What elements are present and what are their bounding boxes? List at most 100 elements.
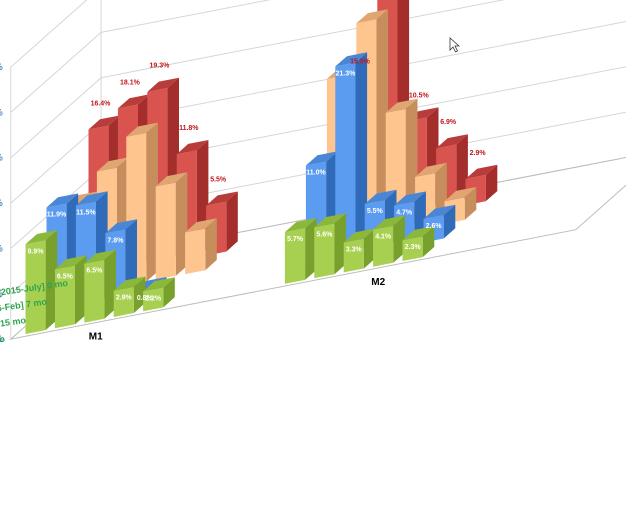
bar-side (363, 228, 376, 269)
bar-side (376, 9, 389, 238)
bar-side (393, 215, 405, 263)
bar-side (355, 52, 368, 256)
y-tick-label: 10.0% (0, 243, 3, 253)
bar-front (343, 238, 364, 273)
data-label: 7.8% (107, 237, 124, 244)
data-label: 4.1% (375, 234, 392, 241)
bar-front (143, 287, 164, 312)
mouse-cursor-icon (449, 37, 461, 53)
data-label: 21.3% (335, 70, 356, 77)
y-tick-label: 15.0% (0, 198, 3, 208)
bar-side (422, 226, 435, 258)
bar-front (25, 240, 46, 334)
data-label: 19.3% (149, 63, 170, 70)
data-label: 2.2% (145, 295, 162, 302)
data-label: 10.5% (409, 92, 430, 99)
bar-front (113, 286, 134, 317)
bar-side (163, 277, 175, 308)
depth-axis-label: [2017-Oct] 27 mo (0, 334, 6, 354)
bar-top (444, 187, 477, 202)
bar-front (185, 228, 206, 275)
bar-top (415, 162, 447, 177)
labels-layer: 16.4%18.1%19.3%11.8%5.5%15.5%29.7%10.5%6… (28, 58, 487, 302)
bar-M2-row2-col1 (335, 52, 368, 260)
y-tick-label: 0.0% (0, 334, 3, 344)
bar-side (305, 218, 317, 280)
bar-M1-row3-col0 (25, 230, 58, 334)
bar-side (443, 204, 456, 239)
bar-side (205, 218, 217, 271)
y-tick-label: 25.0% (0, 107, 3, 117)
bar-top (143, 277, 175, 292)
bar-top (84, 249, 116, 264)
gridline (10, 0, 272, 113)
bar-top (343, 228, 376, 243)
bar-top (284, 218, 317, 233)
bar-M1-row3-col4 (143, 277, 175, 312)
bar-front (284, 228, 306, 284)
gridline (10, 0, 88, 68)
bar-top (88, 115, 121, 130)
bars-layer (25, 0, 498, 334)
y-tick-label: 20.0% (0, 153, 3, 163)
bar-front (54, 265, 75, 329)
bar-top (305, 151, 338, 166)
data-label: 0.8% (137, 295, 154, 302)
bar-side (133, 276, 146, 313)
bar-top (314, 213, 347, 228)
bar-M2-row3-col3 (373, 215, 405, 267)
data-label: 3.3% (346, 247, 363, 254)
bar-M1-row1-col3 (155, 172, 188, 280)
bar-top (385, 98, 418, 113)
y-tick-label: 5.0% (0, 289, 3, 299)
bar-top (96, 157, 129, 172)
bar-top (356, 9, 389, 24)
data-label: 16.4% (91, 100, 112, 107)
bar-top (117, 94, 150, 109)
bar-top (373, 215, 405, 230)
bar-M2-row3-col0 (284, 218, 317, 284)
bar-top (113, 276, 146, 291)
data-label: 9.9% (28, 248, 45, 255)
bar-top (105, 219, 137, 234)
bar-side (104, 249, 116, 319)
bar-M1-row1-col2 (126, 122, 158, 286)
bar-side (75, 255, 87, 325)
data-label: 6.5% (57, 273, 74, 280)
bar-top (185, 218, 217, 233)
data-label: 5.5% (367, 208, 384, 215)
bar-front (314, 223, 335, 279)
data-label: 11.0% (306, 170, 326, 177)
data-label: 4.7% (396, 210, 413, 217)
bar-side (226, 191, 238, 252)
data-label: 2.6% (426, 223, 443, 230)
bar-top (176, 140, 209, 155)
data-label: 11.8% (179, 125, 199, 132)
bar-top (126, 122, 158, 137)
bar-front (402, 236, 423, 261)
data-label: 15.5% (350, 58, 371, 65)
bar-front (84, 259, 105, 323)
bar-front (373, 225, 394, 267)
bar-M2-row3-col4 (402, 226, 435, 261)
bar-M1-row3-col2 (84, 249, 116, 323)
data-label: 11.9% (47, 212, 67, 219)
bar-M1-row1-col4 (185, 218, 217, 275)
data-label: 5.6% (316, 231, 333, 238)
data-label: 18.1% (120, 79, 141, 86)
bar-top (402, 226, 435, 241)
bar-top (147, 77, 179, 92)
depth-axis-label: [2016-Oct] 15 mo (0, 315, 27, 335)
bar-top (54, 255, 87, 270)
bar-M2-row2-col4 (423, 204, 456, 243)
bar-top (25, 230, 58, 245)
bar-top (46, 193, 79, 208)
data-label: 5.7% (287, 236, 304, 243)
bar-top (206, 191, 238, 206)
y-tick-label: 30.0% (0, 62, 3, 72)
bar-front (335, 62, 356, 260)
bar-side (146, 122, 158, 282)
bar-top (364, 189, 397, 204)
